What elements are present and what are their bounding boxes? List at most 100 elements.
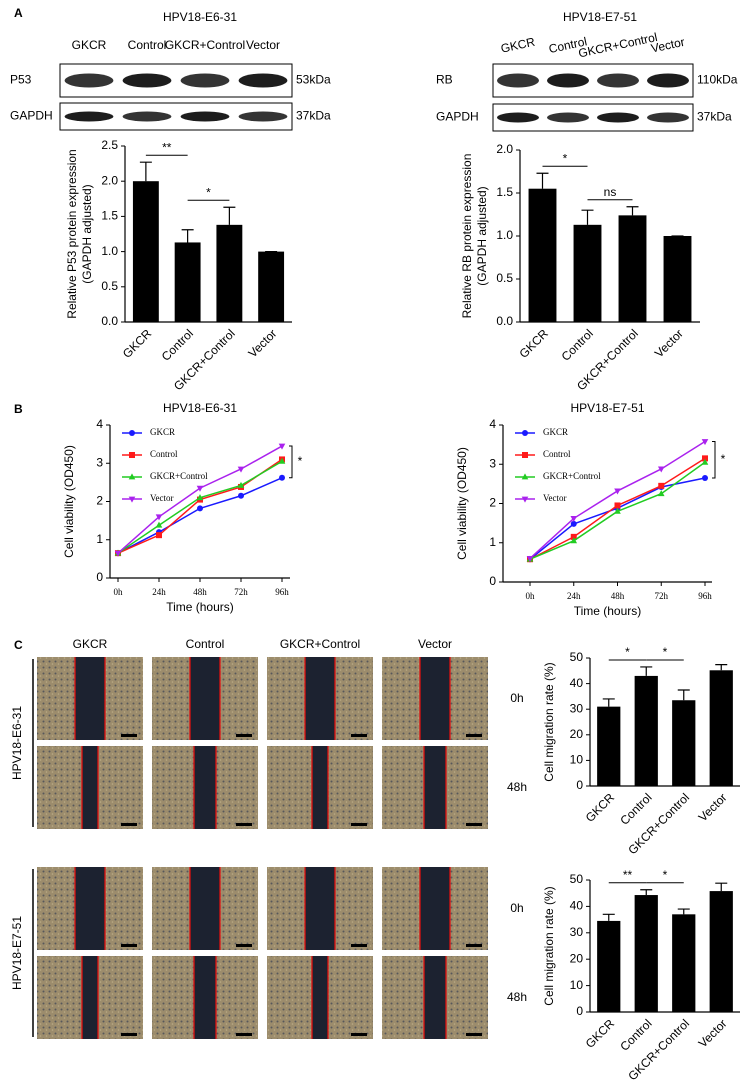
scale-bar	[121, 944, 137, 947]
legend-label: Control	[543, 449, 571, 459]
legend-marker	[521, 496, 529, 503]
scale-bar	[351, 1033, 367, 1036]
data-point	[701, 439, 709, 446]
data-point	[196, 485, 204, 492]
error-bar	[602, 698, 615, 707]
protein-label: RB	[436, 73, 453, 87]
y-tick-label: 50	[570, 872, 584, 886]
scale-bar	[351, 944, 367, 947]
y-tick-label: 0.0	[101, 314, 118, 328]
scale-bar	[121, 1033, 137, 1036]
chart-title: HPV18-E7-51	[570, 401, 644, 415]
wound-gap	[194, 746, 216, 829]
lane-label: Control	[128, 38, 167, 52]
legend-label: Control	[150, 449, 178, 459]
y-tick-label: 1.5	[101, 209, 118, 223]
data-point	[155, 521, 163, 528]
y-axis-label: Relative P53 protein expression	[65, 149, 79, 318]
y-tick-label: 1.0	[101, 244, 118, 258]
y-tick-label: 2	[489, 496, 496, 510]
lane-label: GKCR+Control	[165, 38, 245, 52]
data-point	[657, 490, 665, 497]
x-tick-label: GKCR	[583, 1016, 618, 1051]
error-bar	[715, 664, 728, 671]
y-axis-label: Cell migration rate (%)	[542, 886, 556, 1005]
data-point	[278, 457, 286, 464]
column-header: Vector	[418, 637, 452, 651]
lane-label: Vector	[650, 35, 686, 56]
blot-band	[547, 73, 589, 88]
x-tick-label: Vector	[696, 790, 730, 824]
blot-band	[597, 112, 639, 123]
time-label: 0h	[510, 901, 523, 915]
y-tick-label: 2	[96, 494, 103, 508]
bar	[634, 895, 658, 1012]
blot-band	[547, 112, 589, 123]
significance-label: *	[663, 645, 668, 659]
x-tick-label: 24h	[152, 587, 166, 597]
error-bar	[139, 161, 152, 182]
protein-label: GAPDH	[10, 109, 53, 123]
data-point	[237, 466, 245, 473]
scale-bar	[121, 823, 137, 826]
bar	[709, 891, 733, 1012]
cell-line-label: HPV18-E7-51	[10, 916, 24, 990]
scale-bar	[351, 734, 367, 737]
cell-line-label: HPV18-E6-31	[10, 706, 24, 780]
lane-label: GKCR	[499, 35, 536, 56]
wound-gap	[420, 867, 450, 950]
blot-band	[647, 73, 689, 88]
blot-band	[122, 111, 172, 122]
y-tick-label: 20	[570, 951, 584, 965]
scale-bar	[466, 1033, 482, 1036]
legend-label: Vector	[543, 493, 567, 503]
legend-label: GKCR+Control	[543, 471, 601, 481]
wound-gap	[424, 956, 446, 1039]
protein-label: GAPDH	[436, 110, 479, 124]
error-bar	[181, 229, 194, 243]
y-tick-label: 30	[570, 701, 584, 715]
data-point	[570, 516, 578, 523]
x-tick-label: 0h	[526, 591, 536, 601]
scale-bar	[466, 823, 482, 826]
bar	[174, 242, 201, 322]
column-header: GKCR+Control	[280, 637, 360, 651]
data-point	[657, 466, 665, 473]
y-tick-label: 30	[570, 925, 584, 939]
y-tick-label: 0.0	[496, 314, 513, 328]
data-point	[237, 481, 245, 488]
bar	[663, 236, 692, 322]
y-tick-label: 20	[570, 727, 584, 741]
significance-label: *	[206, 185, 211, 199]
scale-bar	[236, 823, 252, 826]
bar	[258, 251, 285, 322]
x-tick-label: GKCR	[516, 326, 551, 361]
y-tick-label: 50	[570, 650, 584, 664]
wound-gap	[82, 956, 98, 1039]
wound-gap	[305, 657, 335, 740]
legend-marker	[521, 473, 529, 480]
y-tick-label: 0	[96, 570, 103, 584]
x-axis-label: Time (hours)	[574, 604, 642, 618]
wound-gap	[75, 657, 105, 740]
blot-band	[180, 111, 230, 122]
column-header: GKCR	[73, 637, 108, 651]
error-bar	[677, 689, 690, 701]
scale-bar	[121, 734, 137, 737]
legend-marker	[522, 430, 528, 436]
wound-gap	[305, 867, 335, 950]
y-axis-label: Cell migration rate (%)	[542, 662, 556, 781]
error-bar	[536, 172, 549, 189]
scale-bar	[466, 944, 482, 947]
error-bar	[602, 913, 615, 921]
wound-gap	[420, 657, 450, 740]
legend-marker	[128, 496, 136, 503]
panel-label: A	[14, 6, 23, 20]
data-point	[238, 492, 244, 499]
legend-label: GKCR	[543, 427, 568, 437]
data-point	[701, 458, 709, 465]
data-point	[279, 474, 285, 481]
blot-band	[64, 73, 114, 88]
wound-gap	[312, 956, 328, 1039]
significance-label: **	[623, 868, 633, 882]
